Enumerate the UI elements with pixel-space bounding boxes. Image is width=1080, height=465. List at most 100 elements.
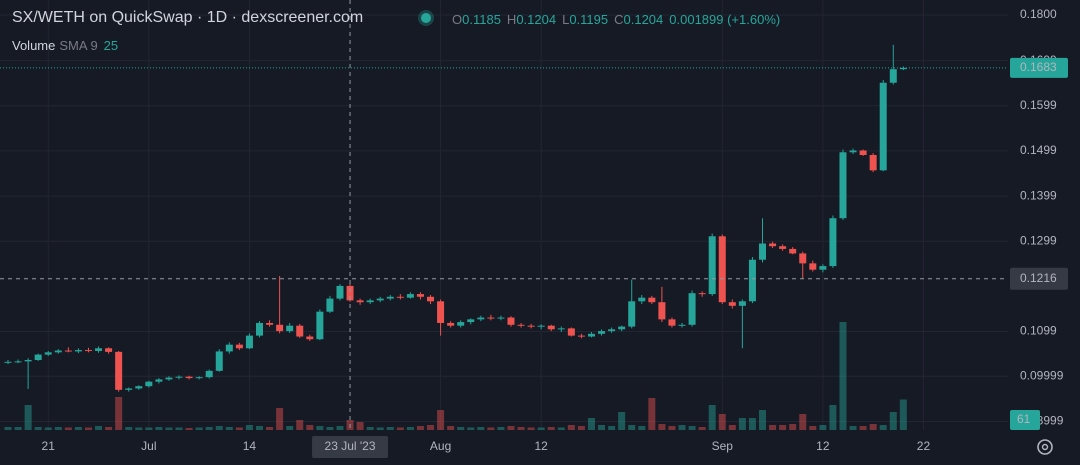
volume-tag <box>1010 410 1040 430</box>
candle-body <box>276 324 284 332</box>
volume-bar <box>64 427 72 430</box>
volume-bar <box>587 418 595 430</box>
y-tick-label: 0.1299 <box>1020 233 1057 247</box>
candle-body <box>869 154 877 171</box>
candle-body <box>396 296 404 298</box>
ohlc-value: 0.1204 <box>623 12 664 27</box>
volume-bar <box>376 427 384 430</box>
candle-body <box>14 361 22 363</box>
x-tick-label: 12 <box>816 439 830 453</box>
volume-bar <box>477 427 485 430</box>
volume-bar <box>427 425 435 430</box>
volume-bar <box>728 425 736 430</box>
y-tick-label: 0.1399 <box>1020 188 1057 202</box>
volume-bar <box>356 422 364 430</box>
volume-bar <box>487 427 495 430</box>
x-tick-label: 14 <box>243 439 257 453</box>
volume-bar <box>276 408 284 430</box>
candle-body <box>165 377 173 380</box>
candle-body <box>809 263 817 270</box>
candle-body <box>618 326 626 330</box>
candle-body <box>437 301 445 323</box>
candle-body <box>859 150 867 155</box>
candle-body <box>688 293 696 325</box>
volume-bar <box>306 425 314 430</box>
candle-body <box>527 325 535 327</box>
candle-body <box>84 350 92 352</box>
volume-bar <box>155 427 163 430</box>
volume-bar <box>497 427 505 430</box>
candle-body <box>779 246 787 249</box>
volume-bar <box>245 425 253 430</box>
volume-bar <box>809 426 817 430</box>
volume-bar <box>266 427 274 430</box>
volume-bar <box>286 426 294 430</box>
candle-body <box>718 236 726 303</box>
volume-bar <box>175 427 183 430</box>
volume-bar <box>668 426 676 430</box>
candle-layer <box>4 44 907 392</box>
axis-layer: 0.18000.16990.15990.14990.13990.12990.10… <box>42 7 1068 458</box>
candle-body <box>769 243 777 247</box>
ohlc-value: 0.1204 <box>516 12 557 27</box>
volume-bar <box>115 397 123 430</box>
candle-body <box>427 296 435 302</box>
volume-bar <box>567 425 575 430</box>
volume-bar <box>185 428 193 430</box>
candle-body <box>346 285 354 301</box>
volume-bar <box>678 425 686 430</box>
volume-bar <box>296 420 304 430</box>
ohlc-key: H <box>506 12 517 27</box>
ohlc-legend: O0.1185 H0.1204 L0.1195 C0.1204 0.001899 (+1… <box>452 12 786 27</box>
crosshair-x-tag <box>312 436 389 458</box>
volume-bar <box>557 427 565 430</box>
volume-bar <box>577 426 585 430</box>
crosshair-y-tag <box>1010 267 1068 290</box>
volume-bar <box>849 426 857 430</box>
volume-bar <box>779 425 787 430</box>
settings-icon[interactable] <box>1037 439 1053 455</box>
candle-body <box>135 386 143 389</box>
candle-body <box>235 344 243 349</box>
volume-bar <box>256 426 263 430</box>
volume-bar <box>658 424 666 430</box>
volume-bar <box>336 426 344 430</box>
volume-bar <box>638 426 646 430</box>
volume-bar <box>34 427 42 430</box>
candle-body <box>889 69 897 83</box>
candle-body <box>698 293 706 295</box>
volume-bar <box>205 427 213 430</box>
candle-body <box>386 296 394 299</box>
crosshair-x-label: 23 Jul '23 <box>325 439 376 453</box>
volume-bar <box>839 322 847 430</box>
candle-body <box>668 319 676 326</box>
y-tick-label: 0.09999 <box>1020 368 1064 382</box>
volume-bar <box>718 414 726 430</box>
candle-body <box>899 67 907 70</box>
volume-bar <box>326 427 334 430</box>
volume-bar <box>74 427 82 430</box>
gear-hub <box>1041 443 1049 451</box>
volume-bar <box>235 427 243 430</box>
candle-body <box>406 294 414 298</box>
candle-body <box>839 152 847 219</box>
candle-body <box>477 317 485 320</box>
volume-bar <box>406 427 414 430</box>
ohlc-key: O <box>452 12 463 27</box>
candle-body <box>336 285 344 299</box>
volume-bar <box>145 427 153 430</box>
candle-body <box>125 388 133 390</box>
volume-bar <box>54 427 62 430</box>
candle-body <box>748 259 756 302</box>
volume-bar <box>316 426 324 430</box>
volume-bar <box>799 414 807 430</box>
volume-bar <box>618 412 626 430</box>
chart-title: SX/WETH on QuickSwap · 1D · dexscreener.… <box>12 9 364 26</box>
y-tick-label: 0.1099 <box>1020 324 1057 338</box>
volume-bar <box>507 426 515 430</box>
candle-body <box>728 302 736 306</box>
volume-bar <box>527 427 535 430</box>
ohlc-key: L <box>562 12 570 27</box>
